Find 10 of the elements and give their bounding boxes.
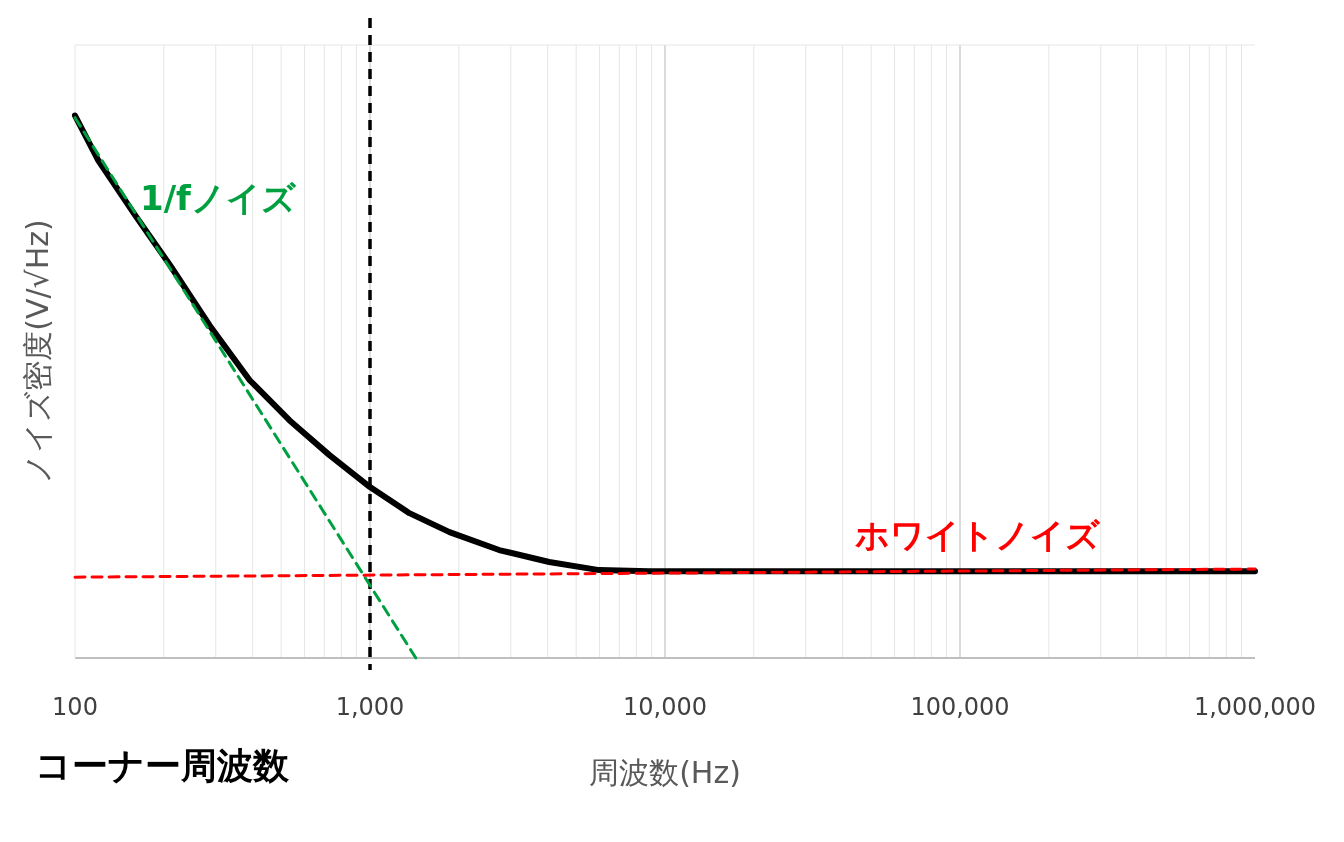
x-tick-label: 10,000 (623, 693, 707, 721)
x-tick-label: 100,000 (910, 693, 1010, 721)
text: コーナー周波数 (35, 745, 290, 786)
x-axis-title: 周波数(Hz) (589, 755, 741, 790)
series-label: 1/fノイズ (140, 177, 297, 218)
series-label: ホワイトノイズ (855, 515, 1101, 556)
x-tick-label: 100 (52, 693, 98, 721)
y-axis-title: ノイズ密度(V/√Hz) (20, 219, 55, 484)
x-tick-label: 1,000,000 (1193, 693, 1317, 721)
x-tick-label: 1,000 (335, 693, 405, 721)
